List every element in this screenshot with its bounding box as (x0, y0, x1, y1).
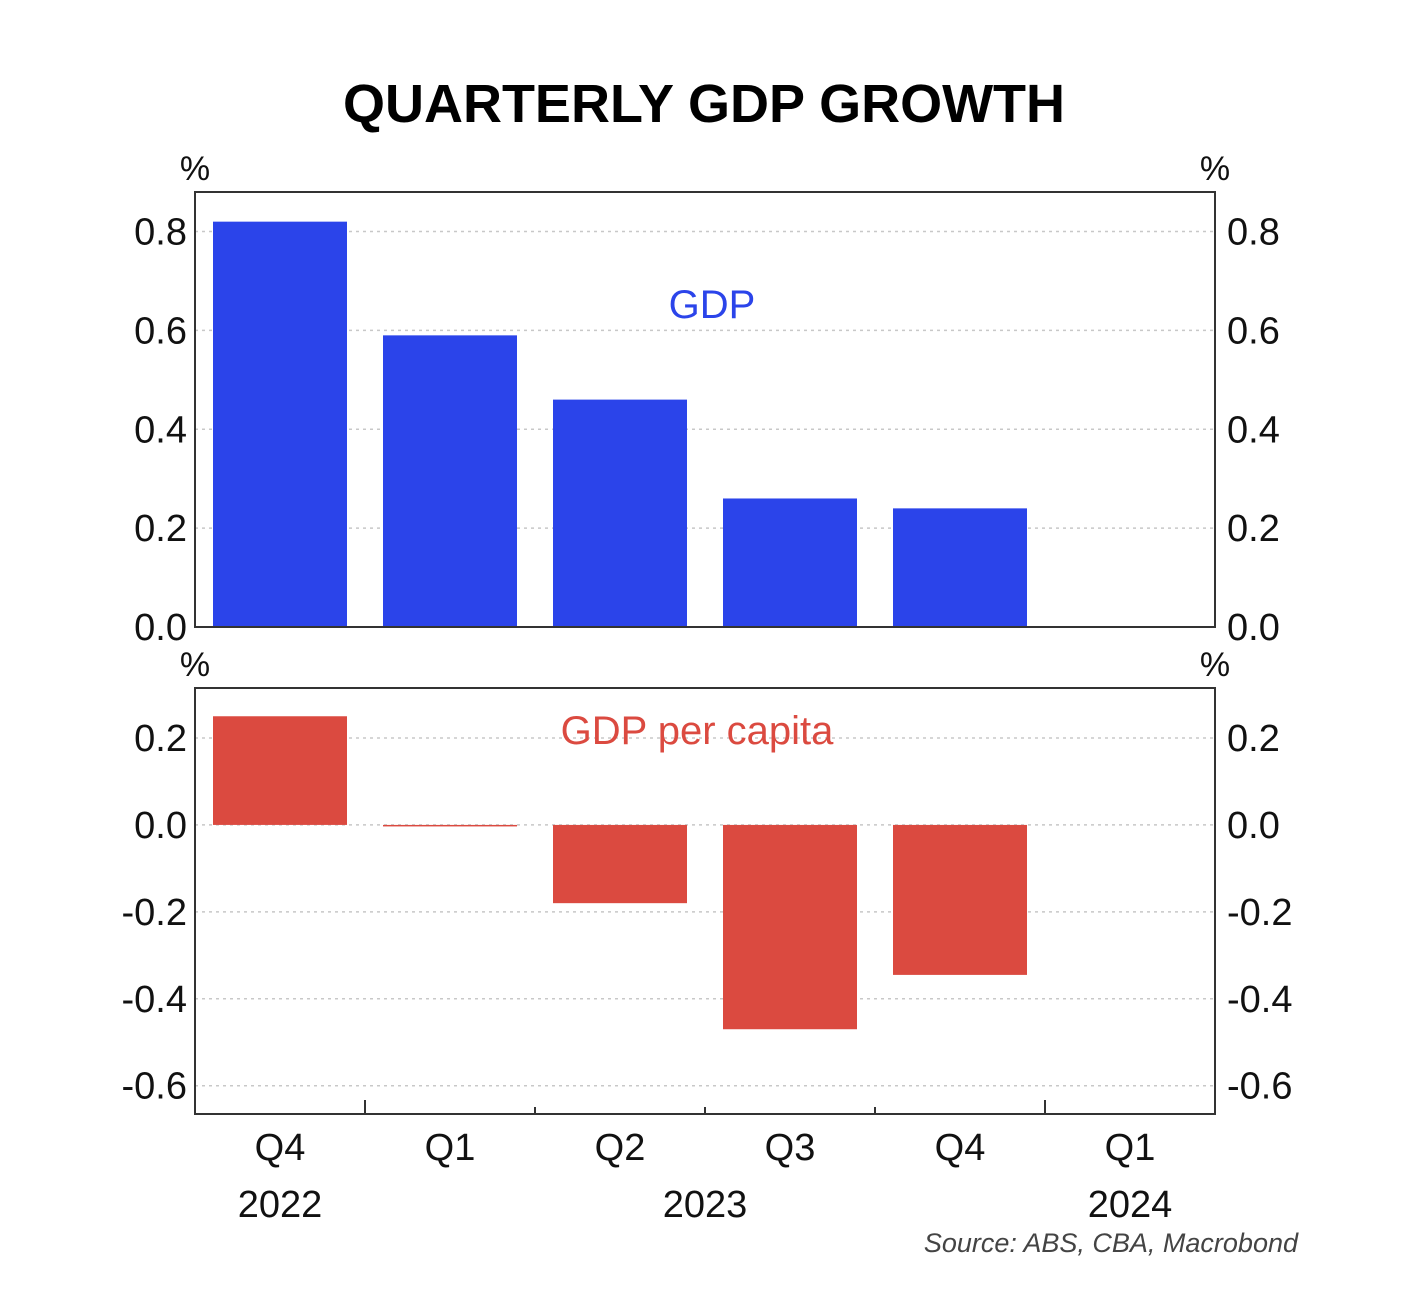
gdp-per-capita-ytick-left: -0.4 (122, 979, 187, 1021)
x-year-label: 2024 (1088, 1184, 1173, 1226)
gdp-per-capita-ytick-right: 0.0 (1227, 805, 1280, 847)
gdp-per-capita-ytick-left: -0.6 (122, 1066, 187, 1108)
gdp-bar (723, 498, 857, 627)
x-category-label: Q3 (765, 1127, 816, 1169)
gdp-per-capita-bar (213, 716, 347, 825)
gdp-per-capita-ytick-left: 0.0 (134, 805, 187, 847)
x-axis: Q4 Q1 Q2 Q3 Q4 Q1 2022 2023 2024 (238, 1100, 1173, 1226)
x-category-label: Q1 (425, 1127, 476, 1169)
gdp-per-capita-bar (383, 824, 517, 827)
gdp-unit-left: % (180, 150, 210, 188)
gdp-per-capita-bar (553, 824, 687, 904)
x-category-label: Q1 (1105, 1127, 1156, 1169)
x-year-label: 2022 (238, 1184, 323, 1226)
gdp-per-capita-panel: 0.2 0.2 0.0 0.0 -0.2 -0.2 -0.4 -0.4 -0.6 -0.6% % GD… (122, 646, 1292, 1115)
gdp-plot-frame (194, 191, 1216, 628)
gdp-panel: 0.0 0.0 0.2 0.2 0.4 0.4 0.6 0.6 0.8 0.8% % GDP (134, 150, 1280, 649)
gdp-ytick-right: 0.4 (1227, 409, 1280, 451)
x-category-label: Q2 (595, 1127, 646, 1169)
gdp-ytick-left: 0.8 (134, 212, 187, 254)
gdp-ytick-right: 0.2 (1227, 508, 1280, 550)
x-category-label: Q4 (255, 1127, 306, 1169)
source-note: Source: ABS, CBA, Macrobond (924, 1228, 1299, 1258)
gdp-ytick-left: 0.4 (134, 409, 187, 451)
gdp-per-capita-ytick-right: -0.2 (1227, 892, 1292, 934)
gdp-per-capita-ytick-right: -0.4 (1227, 979, 1292, 1021)
gdp-per-capita-ytick-right: 0.2 (1227, 718, 1280, 760)
gdp-per-capita-bar (723, 824, 857, 1030)
gdp-per-capita-ytick-left: 0.2 (134, 718, 187, 760)
gdp-bar (383, 335, 517, 627)
gdp-per-capita-unit-right: % (1200, 646, 1230, 684)
gdp-per-capita-ytick-right: -0.6 (1227, 1066, 1292, 1108)
gdp-ytick-right: 0.8 (1227, 212, 1280, 254)
gdp-ytick-left: 0.6 (134, 310, 187, 352)
x-category-label: Q4 (935, 1127, 986, 1169)
gdp-ytick-left: 0.2 (134, 508, 187, 550)
x-year-label: 2023 (663, 1184, 748, 1226)
gdp-ytick-left: 0.0 (134, 607, 187, 649)
gdp-per-capita-unit-left: % (180, 646, 210, 684)
gdp-per-capita-ytick-left: -0.2 (122, 892, 187, 934)
gdp-bar (213, 221, 347, 627)
chart-title: QUARTERLY GDP GROWTH (343, 74, 1065, 134)
gdp-ytick-right: 0.6 (1227, 310, 1280, 352)
gdp-per-capita-series-label: GDP per capita (561, 709, 834, 753)
gdp-bar (553, 399, 687, 627)
gdp-series-label: GDP (669, 283, 756, 327)
gdp-bar (893, 508, 1027, 627)
gdp-ytick-right: 0.0 (1227, 607, 1280, 649)
gdp-per-capita-bar (893, 824, 1027, 975)
gdp-unit-right: % (1200, 150, 1230, 188)
